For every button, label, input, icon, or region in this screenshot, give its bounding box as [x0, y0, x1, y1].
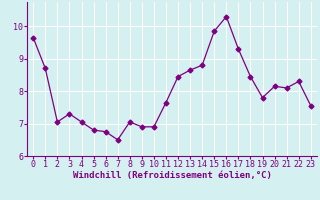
- X-axis label: Windchill (Refroidissement éolien,°C): Windchill (Refroidissement éolien,°C): [73, 171, 271, 180]
